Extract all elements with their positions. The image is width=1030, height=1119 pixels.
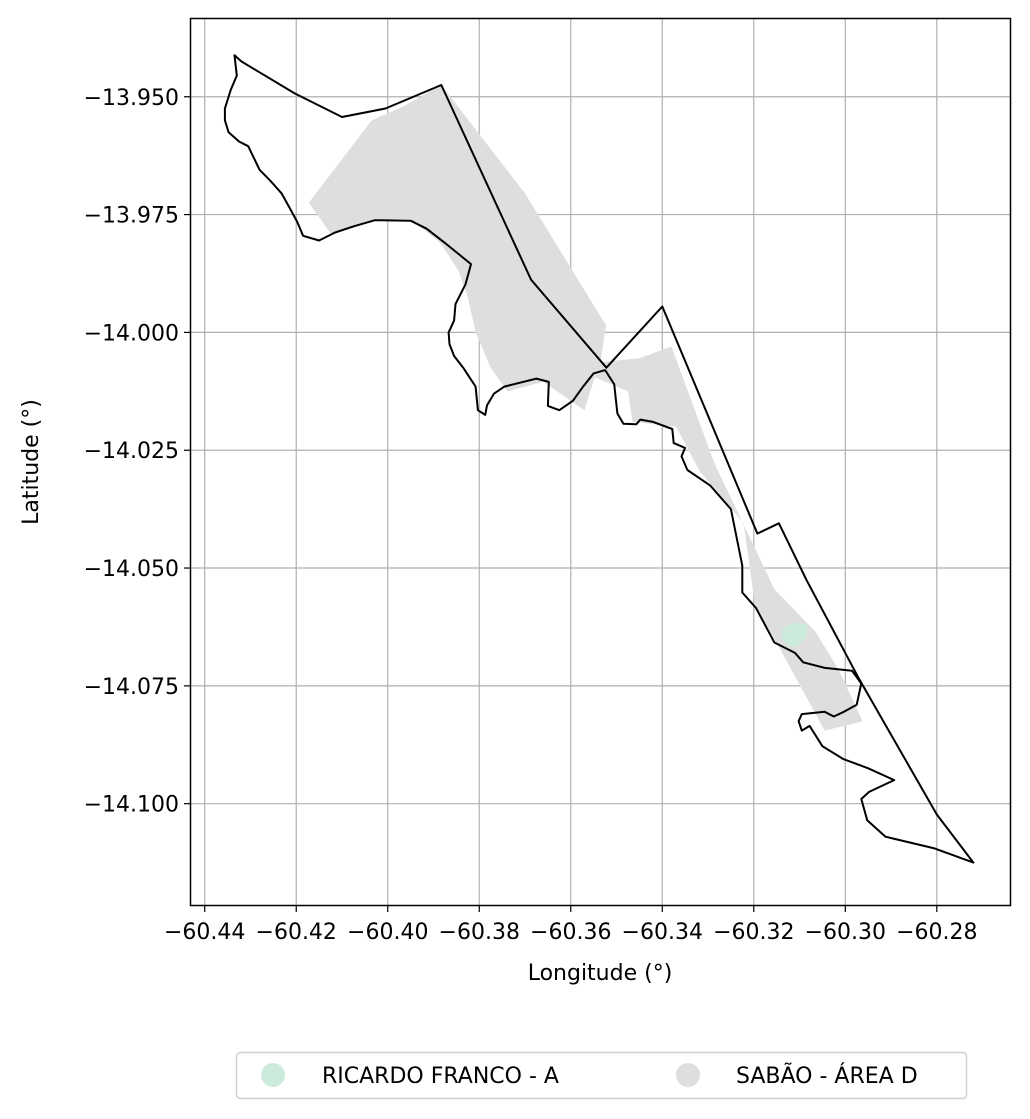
- layer-sab-o-rea-d: [308, 85, 863, 731]
- layer-ricardo-franco-a: [781, 622, 808, 648]
- x-axis-label: Longitude (°): [528, 961, 673, 986]
- legend-label-ricardo-franco: RICARDO FRANCO - A: [322, 1064, 559, 1089]
- y-tick-label: −14.100: [84, 793, 179, 818]
- x-tick-label: −60.28: [896, 920, 977, 945]
- x-tick-label: −60.40: [347, 920, 428, 945]
- x-tick-label: −60.32: [713, 920, 794, 945]
- y-tick-label: −14.025: [84, 439, 179, 464]
- x-tick-label: −60.36: [530, 920, 611, 945]
- y-tick-label: −14.075: [84, 675, 179, 700]
- plot-frame: [189, 17, 1012, 907]
- gridlines: [191, 19, 1010, 905]
- legend: RICARDO FRANCO - A SABÃO - ÁREA D: [235, 1051, 968, 1100]
- y-tick-label: −14.000: [84, 321, 179, 346]
- legend-frame: [235, 1051, 968, 1100]
- legend-marker-sabao: [676, 1063, 700, 1087]
- x-tick-label: −60.34: [622, 920, 703, 945]
- y-axis-label: Latitude (°): [19, 399, 44, 525]
- x-axis-ticks: −60.44 −60.42 −60.40 −60.38 −60.36 −60.34 −60.…: [164, 905, 978, 945]
- y-tick-label: −13.975: [84, 204, 179, 229]
- study-area-outline: [223, 54, 975, 864]
- map-layers: [308, 85, 863, 731]
- y-axis-ticks: −13.950 −13.975 −14.000 −14.025 −14.050 −14.0…: [84, 86, 191, 818]
- x-tick-label: −60.44: [164, 920, 245, 945]
- legend-marker-ricardo-franco: [261, 1063, 285, 1087]
- y-tick-label: −14.050: [84, 557, 179, 582]
- y-tick-label: −13.950: [84, 86, 179, 111]
- x-tick-label: −60.38: [439, 920, 520, 945]
- x-tick-label: −60.42: [256, 920, 337, 945]
- legend-label-sabao: SABÃO - ÁREA D: [736, 1062, 918, 1089]
- x-tick-label: −60.30: [805, 920, 886, 945]
